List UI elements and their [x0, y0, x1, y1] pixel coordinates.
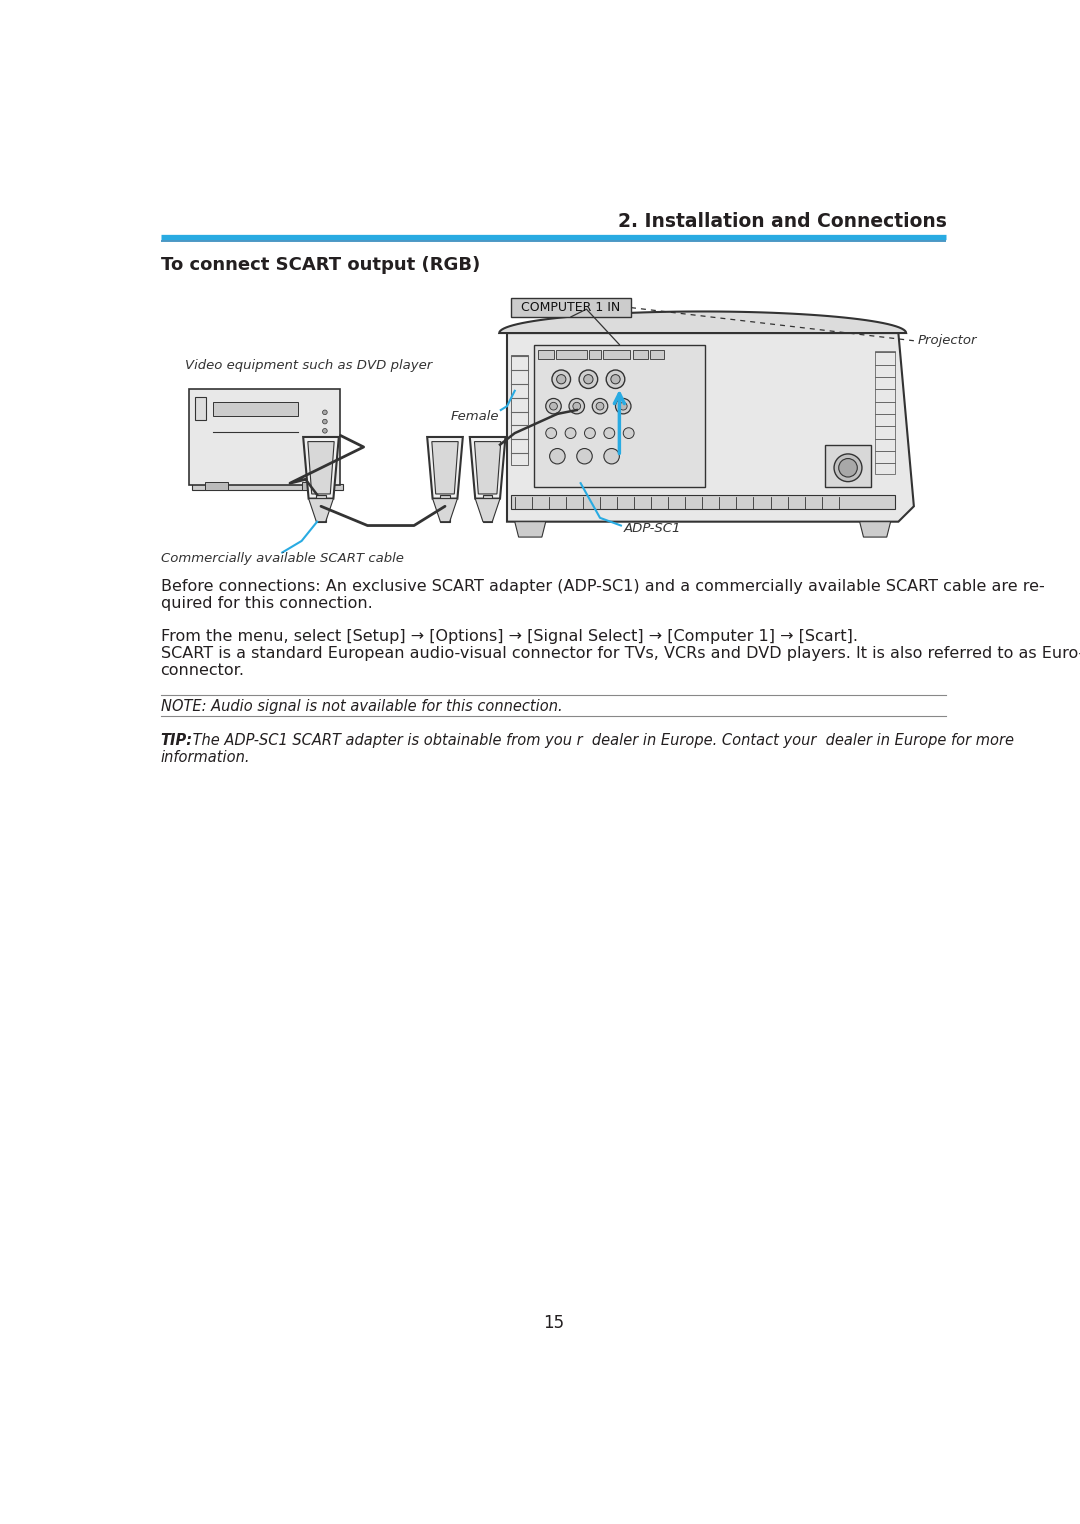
Circle shape: [596, 402, 604, 410]
Bar: [205, 483, 228, 491]
Circle shape: [550, 402, 557, 410]
Text: 2. Installation and Connections: 2. Installation and Connections: [618, 212, 946, 230]
Text: quired for this connection.: quired for this connection.: [161, 596, 373, 611]
Polygon shape: [303, 437, 339, 498]
Bar: [511, 355, 528, 465]
Bar: [301, 483, 325, 491]
Text: Before connections: An exclusive SCART adapter (ADP-SC1) and a commercially avai: Before connections: An exclusive SCART a…: [161, 579, 1044, 594]
Text: ADP-SC1: ADP-SC1: [623, 521, 680, 535]
Polygon shape: [470, 437, 505, 498]
Circle shape: [583, 375, 593, 384]
Bar: [189, 389, 340, 486]
Polygon shape: [499, 311, 906, 334]
Text: The ADP-SC1 SCART adapter is obtainable from you r  dealer in Europe. Contact yo: The ADP-SC1 SCART adapter is obtainable …: [189, 733, 1014, 748]
Bar: [567, 360, 586, 398]
Polygon shape: [433, 498, 458, 521]
Circle shape: [623, 428, 634, 439]
Circle shape: [604, 448, 619, 463]
Circle shape: [545, 398, 562, 415]
Text: Projector: Projector: [918, 334, 977, 347]
Circle shape: [611, 375, 620, 384]
Circle shape: [592, 398, 608, 415]
Circle shape: [616, 398, 631, 415]
Circle shape: [550, 448, 565, 463]
Bar: [441, 495, 449, 521]
Bar: [590, 351, 600, 360]
Bar: [511, 299, 631, 317]
Text: Female: Female: [450, 410, 499, 424]
Bar: [192, 485, 343, 491]
Circle shape: [323, 419, 327, 424]
Circle shape: [545, 428, 556, 439]
Circle shape: [579, 370, 597, 389]
Polygon shape: [308, 442, 334, 494]
Bar: [483, 495, 492, 521]
Text: Commercially available SCART cable: Commercially available SCART cable: [161, 553, 404, 565]
Text: Video equipment such as DVD player: Video equipment such as DVD player: [186, 358, 433, 372]
Polygon shape: [474, 442, 501, 494]
Circle shape: [604, 428, 615, 439]
Bar: [538, 351, 554, 360]
Bar: [195, 396, 206, 421]
Circle shape: [552, 370, 570, 389]
Text: connector.: connector.: [161, 663, 244, 678]
Polygon shape: [475, 498, 500, 521]
Polygon shape: [309, 498, 334, 521]
Circle shape: [323, 410, 327, 415]
Circle shape: [839, 459, 858, 477]
Bar: [650, 351, 664, 360]
Circle shape: [577, 448, 592, 463]
Circle shape: [556, 375, 566, 384]
Circle shape: [565, 428, 576, 439]
Text: TIP:: TIP:: [161, 733, 192, 748]
Bar: [556, 351, 586, 360]
Circle shape: [619, 402, 627, 410]
Bar: [570, 366, 583, 383]
Bar: [825, 445, 872, 488]
Bar: [633, 351, 648, 360]
Text: To connect SCART output (RGB): To connect SCART output (RGB): [161, 256, 480, 274]
Text: 15: 15: [543, 1314, 564, 1332]
Circle shape: [572, 402, 581, 410]
Bar: [213, 402, 298, 416]
Circle shape: [323, 428, 327, 433]
Bar: [511, 495, 894, 509]
Polygon shape: [515, 521, 545, 536]
Text: information.: information.: [161, 750, 251, 765]
Bar: [875, 351, 894, 474]
Polygon shape: [432, 442, 458, 494]
Bar: [603, 351, 631, 360]
Text: From the menu, select [Setup] → [Options] → [Signal Select] → [Computer 1] → [Sc: From the menu, select [Setup] → [Options…: [161, 629, 858, 645]
Polygon shape: [428, 437, 463, 498]
Bar: [316, 495, 326, 521]
Circle shape: [584, 428, 595, 439]
Polygon shape: [507, 334, 914, 521]
Bar: [535, 344, 704, 488]
Text: COMPUTER 1 IN: COMPUTER 1 IN: [522, 302, 621, 314]
Text: NOTE: Audio signal is not available for this connection.: NOTE: Audio signal is not available for …: [161, 700, 563, 713]
Polygon shape: [860, 521, 891, 536]
Circle shape: [606, 370, 625, 389]
Circle shape: [569, 398, 584, 415]
Text: SCART is a standard European audio-visual connector for TVs, VCRs and DVD player: SCART is a standard European audio-visua…: [161, 646, 1080, 661]
Circle shape: [834, 454, 862, 482]
